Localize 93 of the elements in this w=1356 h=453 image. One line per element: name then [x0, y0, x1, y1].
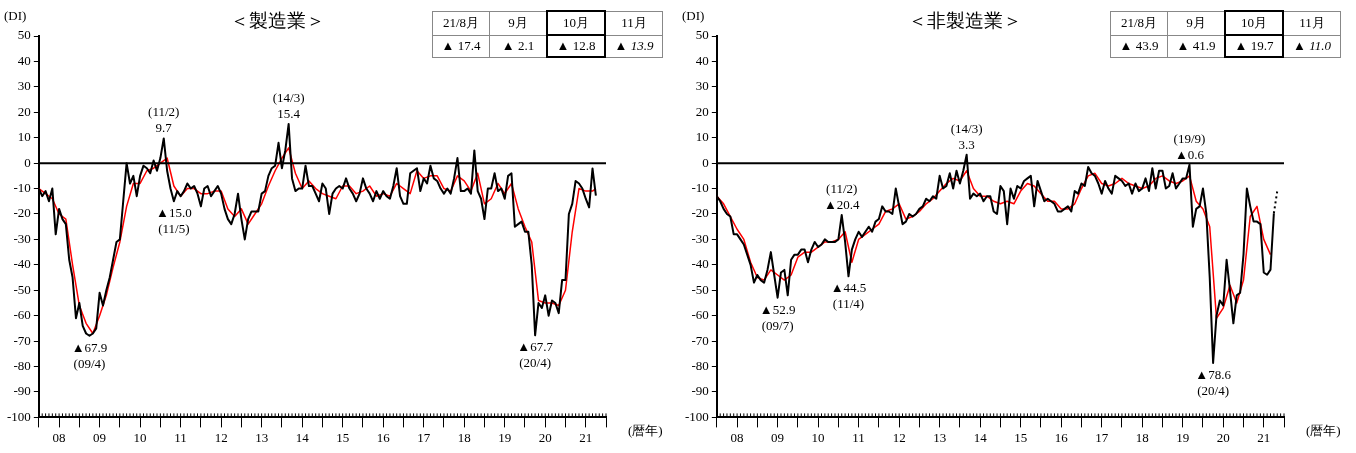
x-tick-label: 21 [579, 429, 593, 445]
chart-title: ＜非製造業＞ [908, 9, 1022, 33]
x-axis-title: (暦年) [628, 423, 663, 439]
x-tick-label: 08 [52, 429, 66, 445]
y-tick-label: -30 [13, 230, 31, 246]
y-tick-label: 50 [695, 27, 709, 43]
annotation: ▲ 12.8 [547, 35, 605, 57]
annotation: (14/3) 3.3 [950, 120, 983, 152]
text: ▲ 11.0 [1283, 35, 1341, 57]
y-tick-label: 30 [17, 78, 31, 94]
annotation: ▲67.7 (20/4) [517, 339, 554, 371]
text: 10月 [547, 11, 605, 35]
y-axis-title: (DI) [682, 8, 705, 23]
x-tick-label: 16 [376, 429, 391, 445]
annotation: ▲78.6 (20/4) [1195, 366, 1232, 398]
x-tick-label: 19 [498, 429, 512, 445]
annotation: (11/2) ▲20.4 [823, 181, 861, 212]
y-axis-title: (DI) [4, 8, 27, 23]
text: 10月 [1225, 11, 1283, 35]
text: 9月 [489, 11, 547, 35]
x-tick-label: 13 [933, 429, 947, 445]
y-tick-label: -80 [13, 357, 31, 373]
x-tick-label: 14 [973, 429, 988, 445]
y-tick-label: -20 [13, 205, 31, 221]
x-tick-label: 13 [255, 429, 269, 445]
x-tick-label: 08 [730, 429, 744, 445]
y-tick-label: 40 [695, 52, 709, 68]
x-tick-label: 11 [852, 429, 865, 445]
annotation: ▲ 41.9 [1167, 35, 1225, 57]
x-tick-label: 11 [174, 429, 187, 445]
x-tick-label: 21 [1257, 429, 1271, 445]
y-tick-label: -50 [13, 281, 31, 297]
x-tick-label: 09 [93, 429, 107, 445]
annotation: ▲ 2.1 [489, 35, 547, 57]
y-tick-label: -10 [691, 179, 709, 195]
text: ▲ 13.9 [605, 35, 663, 57]
y-tick-label: 40 [17, 52, 31, 68]
y-tick-label: -30 [691, 230, 709, 246]
y-tick-label: -90 [13, 383, 31, 399]
y-tick-label: -100 [684, 408, 709, 424]
annotation: ▲ 43.9 [1110, 35, 1168, 57]
x-tick-label: 12 [214, 429, 228, 445]
y-tick-label: 30 [695, 78, 709, 94]
y-tick-label: -70 [691, 332, 709, 348]
annotation: ▲ 19.7 [1225, 35, 1283, 57]
x-tick-label: 09 [771, 429, 785, 445]
annotation: ▲15.0 (11/5) [156, 205, 192, 237]
annotation: ▲67.9 (09/4) [71, 339, 108, 371]
annotation: ▲44.5 (11/4) [830, 280, 867, 312]
y-tick-label: -20 [691, 205, 709, 221]
x-tick-label: 15 [336, 429, 350, 445]
x-tick-label: 10 [133, 429, 147, 445]
x-tick-label: 14 [295, 429, 310, 445]
x-tick-label: 16 [1054, 429, 1069, 445]
y-tick-label: 10 [17, 129, 31, 145]
text: 21/8月 [1110, 11, 1168, 35]
y-tick-label: 20 [695, 103, 709, 119]
y-tick-label: -100 [6, 408, 31, 424]
x-tick-label: 18 [1135, 429, 1149, 445]
x-tick-label: 20 [538, 429, 552, 445]
chart-title: ＜製造業＞ [230, 9, 325, 33]
x-tick-label: 20 [1216, 429, 1230, 445]
annotation: ▲ 17.4 [432, 35, 490, 57]
text: 9月 [1167, 11, 1225, 35]
annotation: (19/9) ▲0.6 [1173, 130, 1206, 162]
text: 21/8月 [432, 11, 490, 35]
x-tick-label: 19 [1176, 429, 1190, 445]
annotation: ▲52.9 (09/7) [759, 301, 796, 333]
y-tick-label: -60 [13, 307, 31, 323]
annotation: (11/2) 9.7 [148, 104, 180, 136]
y-tick-label: 0 [24, 154, 31, 170]
y-tick-label: 0 [702, 154, 709, 170]
x-tick-label: 17 [1095, 429, 1109, 445]
y-tick-label: -60 [691, 307, 709, 323]
x-axis-title: (暦年) [1306, 423, 1341, 439]
x-tick-label: 18 [457, 429, 471, 445]
y-tick-label: -70 [13, 332, 31, 348]
y-tick-label: -90 [691, 383, 709, 399]
text: 11月 [1283, 11, 1341, 35]
text: 11月 [605, 11, 663, 35]
y-tick-label: -40 [691, 256, 709, 272]
y-tick-label: -10 [13, 179, 31, 195]
annotation: (14/3) 15.4 [272, 89, 305, 121]
x-tick-label: 17 [417, 429, 431, 445]
y-tick-label: 10 [695, 129, 709, 145]
y-tick-label: -50 [691, 281, 709, 297]
x-tick-label: 15 [1014, 429, 1028, 445]
y-tick-label: 50 [17, 27, 31, 43]
x-tick-label: 10 [811, 429, 825, 445]
y-tick-label: 20 [17, 103, 31, 119]
y-tick-label: -80 [691, 357, 709, 373]
y-tick-label: -40 [13, 256, 31, 272]
x-tick-label: 12 [892, 429, 906, 445]
